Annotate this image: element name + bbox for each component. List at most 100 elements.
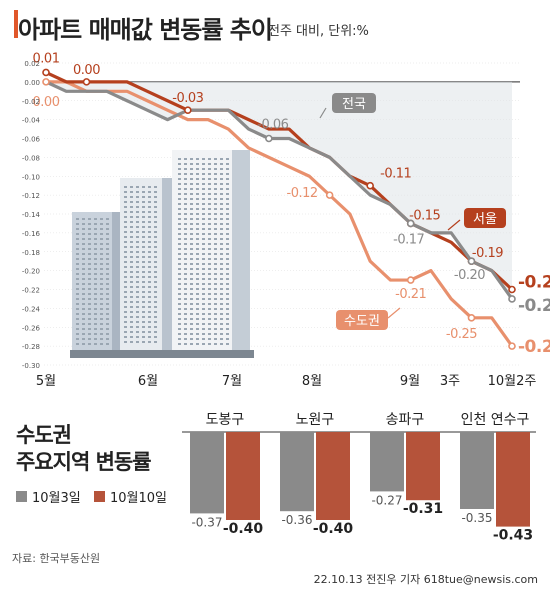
building-window	[184, 308, 187, 310]
y-tick-label: -0.22	[22, 287, 40, 295]
bar-value-label: -0.43	[493, 528, 533, 544]
building-window	[202, 233, 205, 235]
building-window	[226, 328, 229, 330]
bar-value-label: -0.35	[461, 511, 492, 525]
building-window	[184, 323, 187, 325]
building-window	[136, 246, 139, 248]
building-window	[178, 163, 181, 165]
building-window	[94, 248, 97, 250]
y-tick-label: -0.26	[22, 324, 41, 332]
building-window	[106, 233, 109, 235]
building-window	[100, 243, 103, 245]
building-window	[142, 251, 145, 253]
building-window	[154, 331, 157, 333]
building-window	[226, 168, 229, 170]
building-window	[88, 278, 91, 280]
building-window	[142, 311, 145, 313]
building-window	[88, 263, 91, 265]
building-window	[148, 271, 151, 273]
building-window	[124, 316, 127, 318]
building-window	[220, 188, 223, 190]
callout-box	[332, 93, 376, 113]
building-window	[148, 206, 151, 208]
building-window	[178, 193, 181, 195]
data-point	[406, 276, 415, 284]
building-window	[220, 303, 223, 305]
building-window	[226, 303, 229, 305]
building-window	[208, 203, 211, 205]
building-window	[130, 271, 133, 273]
building-window	[130, 251, 133, 253]
building-window	[106, 273, 109, 275]
building-window	[184, 168, 187, 170]
building-window	[94, 283, 97, 285]
building-window	[88, 248, 91, 250]
building-window	[142, 191, 145, 193]
building-window	[190, 253, 193, 255]
building-window	[178, 238, 181, 240]
building-window	[124, 221, 127, 223]
building-window	[136, 331, 139, 333]
building-window	[100, 313, 103, 315]
building-window	[220, 333, 223, 335]
y-tick-label: -0.12	[22, 192, 40, 200]
building-window	[106, 263, 109, 265]
building-window	[130, 211, 133, 213]
building-window	[190, 283, 193, 285]
building-window	[148, 186, 151, 188]
building-window	[220, 223, 223, 225]
building-window	[142, 336, 145, 338]
building-window	[178, 218, 181, 220]
building-window	[124, 281, 127, 283]
building-window	[202, 258, 205, 260]
building-window	[202, 168, 205, 170]
building-window	[124, 306, 127, 308]
building-window	[76, 318, 79, 320]
building-window	[136, 326, 139, 328]
building-window	[130, 236, 133, 238]
building-window	[94, 303, 97, 305]
building-window	[190, 263, 193, 265]
building-window	[178, 188, 181, 190]
source-note: 자료: 한국부동산원	[12, 552, 101, 565]
building-window	[208, 208, 211, 210]
building-window	[214, 198, 217, 200]
building-window	[154, 251, 157, 253]
building-window	[226, 323, 229, 325]
building-window	[100, 343, 103, 345]
building-window	[154, 266, 157, 268]
building-window	[148, 216, 151, 218]
building-window	[124, 206, 127, 208]
building-window	[100, 258, 103, 260]
building-window	[220, 163, 223, 165]
building-window	[214, 218, 217, 220]
building-window	[214, 298, 217, 300]
building-window	[124, 231, 127, 233]
building-window	[214, 213, 217, 215]
building-window	[106, 343, 109, 345]
building-window	[94, 293, 97, 295]
building-window	[220, 213, 223, 215]
building-window	[82, 303, 85, 305]
data-label: 0.00	[73, 63, 100, 78]
building-window	[196, 268, 199, 270]
bar-oct10	[316, 432, 350, 520]
building-window	[196, 158, 199, 160]
building-window	[226, 263, 229, 265]
building-window	[202, 238, 205, 240]
building-window	[94, 258, 97, 260]
building-window	[226, 223, 229, 225]
building-window	[196, 293, 199, 295]
building-window	[178, 253, 181, 255]
bar-chart-title-line-1: 수도권	[16, 423, 72, 447]
building-window	[88, 273, 91, 275]
building-window	[214, 303, 217, 305]
building-window	[226, 203, 229, 205]
building-window	[82, 273, 85, 275]
bar-value-label: -0.31	[403, 501, 443, 517]
building-window	[202, 268, 205, 270]
building-window	[142, 271, 145, 273]
building-window	[196, 188, 199, 190]
building-window	[202, 173, 205, 175]
